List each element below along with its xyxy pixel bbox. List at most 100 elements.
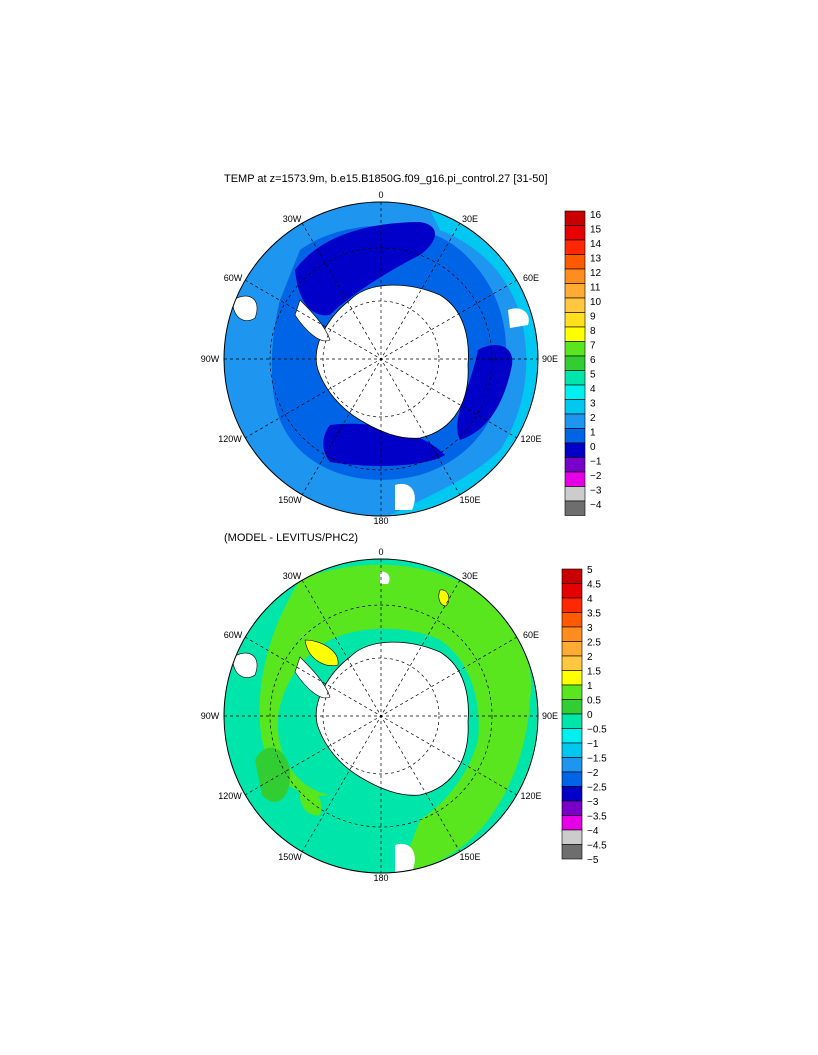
colorbar-label: −1	[587, 739, 599, 750]
colorbar-swatch	[564, 341, 586, 357]
colorbar-swatch	[564, 312, 586, 328]
warm-spot-weddell	[304, 639, 339, 666]
colorbar-label: 16	[590, 210, 602, 221]
lon-label-150e: 150E	[459, 852, 480, 862]
colorbar-swatch	[564, 268, 586, 284]
lon-label-0: 0	[378, 547, 383, 557]
colorbar-label: 10	[590, 297, 602, 308]
colorbar-swatch	[564, 210, 586, 226]
lon-label-60e: 60E	[523, 630, 539, 640]
colorbar-swatch	[564, 355, 586, 371]
colorbar-label: 4	[590, 384, 596, 395]
colorbar-swatch	[561, 757, 583, 773]
colorbar-swatch	[564, 471, 586, 487]
colorbar-swatch	[561, 670, 583, 686]
colorbar-swatch	[564, 254, 586, 270]
colorbar-label: 7	[590, 341, 596, 352]
panel-title: TEMP at z=1573.9m, b.e15.B1850G.f09_g16.…	[224, 173, 548, 185]
colorbar-label: 3	[587, 623, 593, 634]
lon-label-120e: 120E	[520, 434, 541, 444]
colorbar-swatch	[564, 413, 586, 429]
colorbar-label: −2	[587, 768, 599, 779]
colorbar-label: −3.5	[587, 812, 607, 823]
colorbar-label: 0	[587, 710, 593, 721]
colorbar-swatch	[564, 428, 586, 444]
colorbar-difference: 5 4.5 4 3.5 3 2.5 2 1.5 1 0.5 0 −0.5 −1 −1.5 −2 −2.5 −3 −…	[561, 565, 607, 866]
colorbar-swatch	[564, 326, 586, 342]
colorbar-swatch	[561, 829, 583, 845]
colorbar-label: 5	[590, 370, 596, 381]
panel-title: (MODEL - LEVITUS/PHC2)	[224, 532, 358, 544]
colorbar-label: 3	[590, 399, 596, 410]
positive-anomaly-region	[259, 564, 531, 872]
colorbar-label: −3	[587, 797, 599, 808]
deep-patch-east	[457, 345, 513, 440]
anomaly-patch-120w	[299, 789, 322, 816]
lon-label-120w: 120W	[218, 791, 242, 801]
anomaly-patch-west	[255, 747, 291, 802]
colorbar-label: 0.5	[587, 696, 601, 707]
graticule	[224, 202, 538, 516]
colorbar-label: 2	[590, 413, 596, 424]
colorbar-swatch	[561, 626, 583, 642]
shelf-patch	[395, 483, 415, 510]
colorbar-label: 15	[590, 225, 602, 236]
colorbar-swatch	[561, 597, 583, 613]
antarctic-peninsula	[294, 299, 331, 342]
lon-label-60w: 60W	[224, 630, 243, 640]
colorbar-label: 2	[587, 652, 593, 663]
colorbar-swatch	[561, 612, 583, 628]
colorbar-label: −1.5	[587, 754, 607, 765]
colorbar-label: 5	[587, 565, 593, 576]
colorbar-swatch	[564, 486, 586, 502]
map-disc	[224, 559, 538, 873]
antarctic-peninsula	[294, 656, 331, 699]
lon-label-120w: 120W	[218, 434, 242, 444]
lon-label-180: 180	[373, 516, 388, 526]
colorbar-swatch	[564, 384, 586, 400]
colorbar-label: −4	[587, 826, 599, 837]
shelf-patch-2	[508, 308, 529, 328]
colorbar-label: −1	[590, 457, 602, 468]
map-border	[223, 201, 539, 517]
lon-label-90e: 90E	[542, 354, 558, 364]
colorbar-label: 1.5	[587, 667, 601, 678]
colorbar-label: 6	[590, 355, 596, 366]
lon-label-30w: 30W	[283, 214, 302, 224]
colorbar-swatch	[561, 844, 583, 860]
lon-label-30e: 30E	[462, 214, 478, 224]
colorbar-swatch	[564, 457, 586, 473]
colorbar-swatch	[564, 370, 586, 386]
shelf-patch	[395, 843, 415, 872]
colorbar-label: 4.5	[587, 580, 601, 591]
colorbar-label: −0.5	[587, 725, 607, 736]
colorbar-swatch	[561, 771, 583, 787]
colorbar-label: 11	[590, 283, 601, 294]
lon-label-60e: 60E	[523, 273, 539, 283]
colorbar-swatch	[564, 297, 586, 313]
colorbar-swatch	[564, 500, 586, 516]
lon-label-150w: 150W	[278, 852, 302, 862]
colorbar-label: 0	[590, 442, 596, 453]
colorbar-label: 1	[587, 681, 593, 692]
lon-label-60w: 60W	[224, 273, 243, 283]
south-america-tip	[232, 652, 258, 678]
lon-label-90e: 90E	[542, 711, 558, 721]
map-border	[223, 558, 539, 874]
colorbar-label: 13	[590, 254, 602, 265]
colorbar-label: 9	[590, 312, 596, 323]
panel-difference: (MODEL - LEVITUS/PHC2)	[201, 532, 607, 883]
colorbar-label: −5	[587, 855, 599, 866]
colorbar-swatch	[561, 699, 583, 715]
colorbar-swatch	[564, 399, 586, 415]
lon-label-120e: 120E	[520, 791, 541, 801]
lon-label-150e: 150E	[459, 495, 480, 505]
colorbar-swatch	[561, 786, 583, 802]
colorbar-label: −2	[590, 471, 602, 482]
colorbar-swatch	[561, 684, 583, 700]
colorbar-swatch	[564, 283, 586, 299]
colorbar-swatch	[561, 641, 583, 657]
panel-temperature: TEMP at z=1573.9m, b.e15.B1850G.f09_g16.…	[201, 173, 602, 526]
